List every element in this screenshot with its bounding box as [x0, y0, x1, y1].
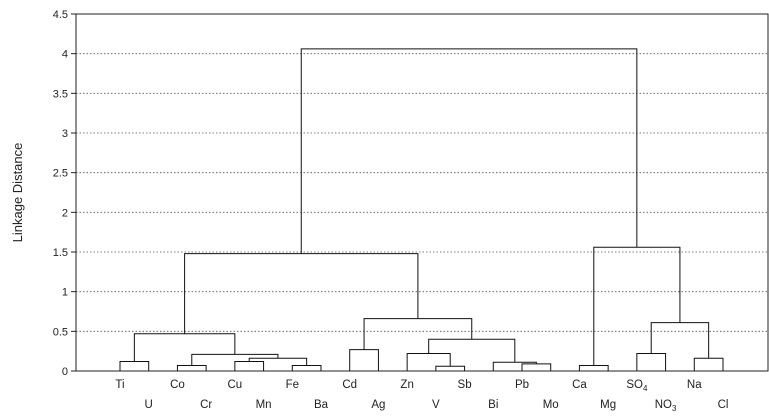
- branch-m10: [406, 353, 451, 371]
- y-axis-ticks: 0 0.5 1 1.5 2 2.5 3 3.5 4 4.5: [53, 9, 76, 378]
- y-axis-label: Linkage Distance: [10, 143, 25, 243]
- y-tick-label-6: 3: [62, 128, 68, 140]
- leaf-labels: Ti U Co Cr Cu Mn Fe Ba Cd Ag Zn V Sb Bi Pb Mo Ca Mg SO4 NO3…: [115, 379, 728, 413]
- branch-m7: [133, 333, 236, 362]
- y-tick-label-3: 1.5: [53, 247, 68, 259]
- leaf-label-ag: Ag: [371, 399, 385, 411]
- y-tick-label-9: 4.5: [53, 9, 68, 21]
- branch-m4: [291, 364, 322, 371]
- leaf-label-na: Na: [687, 379, 702, 391]
- branch-m11: [521, 363, 552, 371]
- y-tick-label-4: 2: [62, 207, 68, 219]
- branch-m21: [300, 48, 638, 254]
- leaf-label-co: Co: [170, 379, 185, 391]
- leaf-label-cu: Cu: [228, 379, 243, 391]
- leaf-label-ca: Ca: [572, 379, 587, 391]
- leaf-label-v: V: [432, 399, 440, 411]
- branch-m8: [349, 349, 379, 371]
- branch-m20: [593, 246, 681, 366]
- branch-m3: [234, 360, 265, 371]
- leaf-label-zn: Zn: [400, 379, 413, 391]
- leaf-label-fe: Fe: [286, 379, 299, 391]
- leaf-label-so4: SO4: [626, 379, 648, 393]
- leaf-label-mn: Mn: [256, 399, 272, 411]
- branch-m9: [435, 365, 466, 371]
- branch-m2: [176, 364, 207, 371]
- y-tick-label-2: 1: [62, 287, 68, 299]
- branch-m18: [693, 357, 724, 371]
- grid-lines: [76, 53, 768, 332]
- leaf-label-bi: Bi: [488, 399, 498, 411]
- y-tick-label-8: 4: [62, 49, 68, 61]
- y-tick-label-0: 0: [62, 366, 68, 378]
- leaf-label-u: U: [145, 399, 153, 411]
- branch-m19: [650, 322, 710, 359]
- branch-m16: [578, 364, 609, 371]
- branch-m5: [248, 357, 308, 366]
- y-tick-label-5: 2.5: [53, 168, 68, 180]
- leaf-label-no3: NO3: [655, 399, 677, 413]
- branch-m15: [184, 253, 419, 334]
- leaf-label-ba: Ba: [314, 399, 329, 411]
- leaf-label-cd: Cd: [342, 379, 357, 391]
- leaf-label-sb: Sb: [458, 379, 472, 391]
- branch-m13: [428, 338, 516, 363]
- y-tick-label-7: 3.5: [53, 88, 68, 100]
- leaf-label-mo: Mo: [543, 399, 559, 411]
- y-tick-label-1: 0.5: [53, 326, 68, 338]
- branch-m14: [363, 318, 473, 350]
- leaf-label-cr: Cr: [200, 399, 212, 411]
- branch-m1: [119, 360, 150, 371]
- leaf-label-pb: Pb: [515, 379, 529, 391]
- dendrogram-branches: [119, 48, 724, 371]
- leaf-label-cl: Cl: [718, 399, 729, 411]
- leaf-label-ti: Ti: [115, 379, 124, 391]
- branch-m17: [636, 353, 667, 371]
- leaf-label-mg: Mg: [600, 399, 616, 411]
- plot-area-frame: [75, 13, 769, 372]
